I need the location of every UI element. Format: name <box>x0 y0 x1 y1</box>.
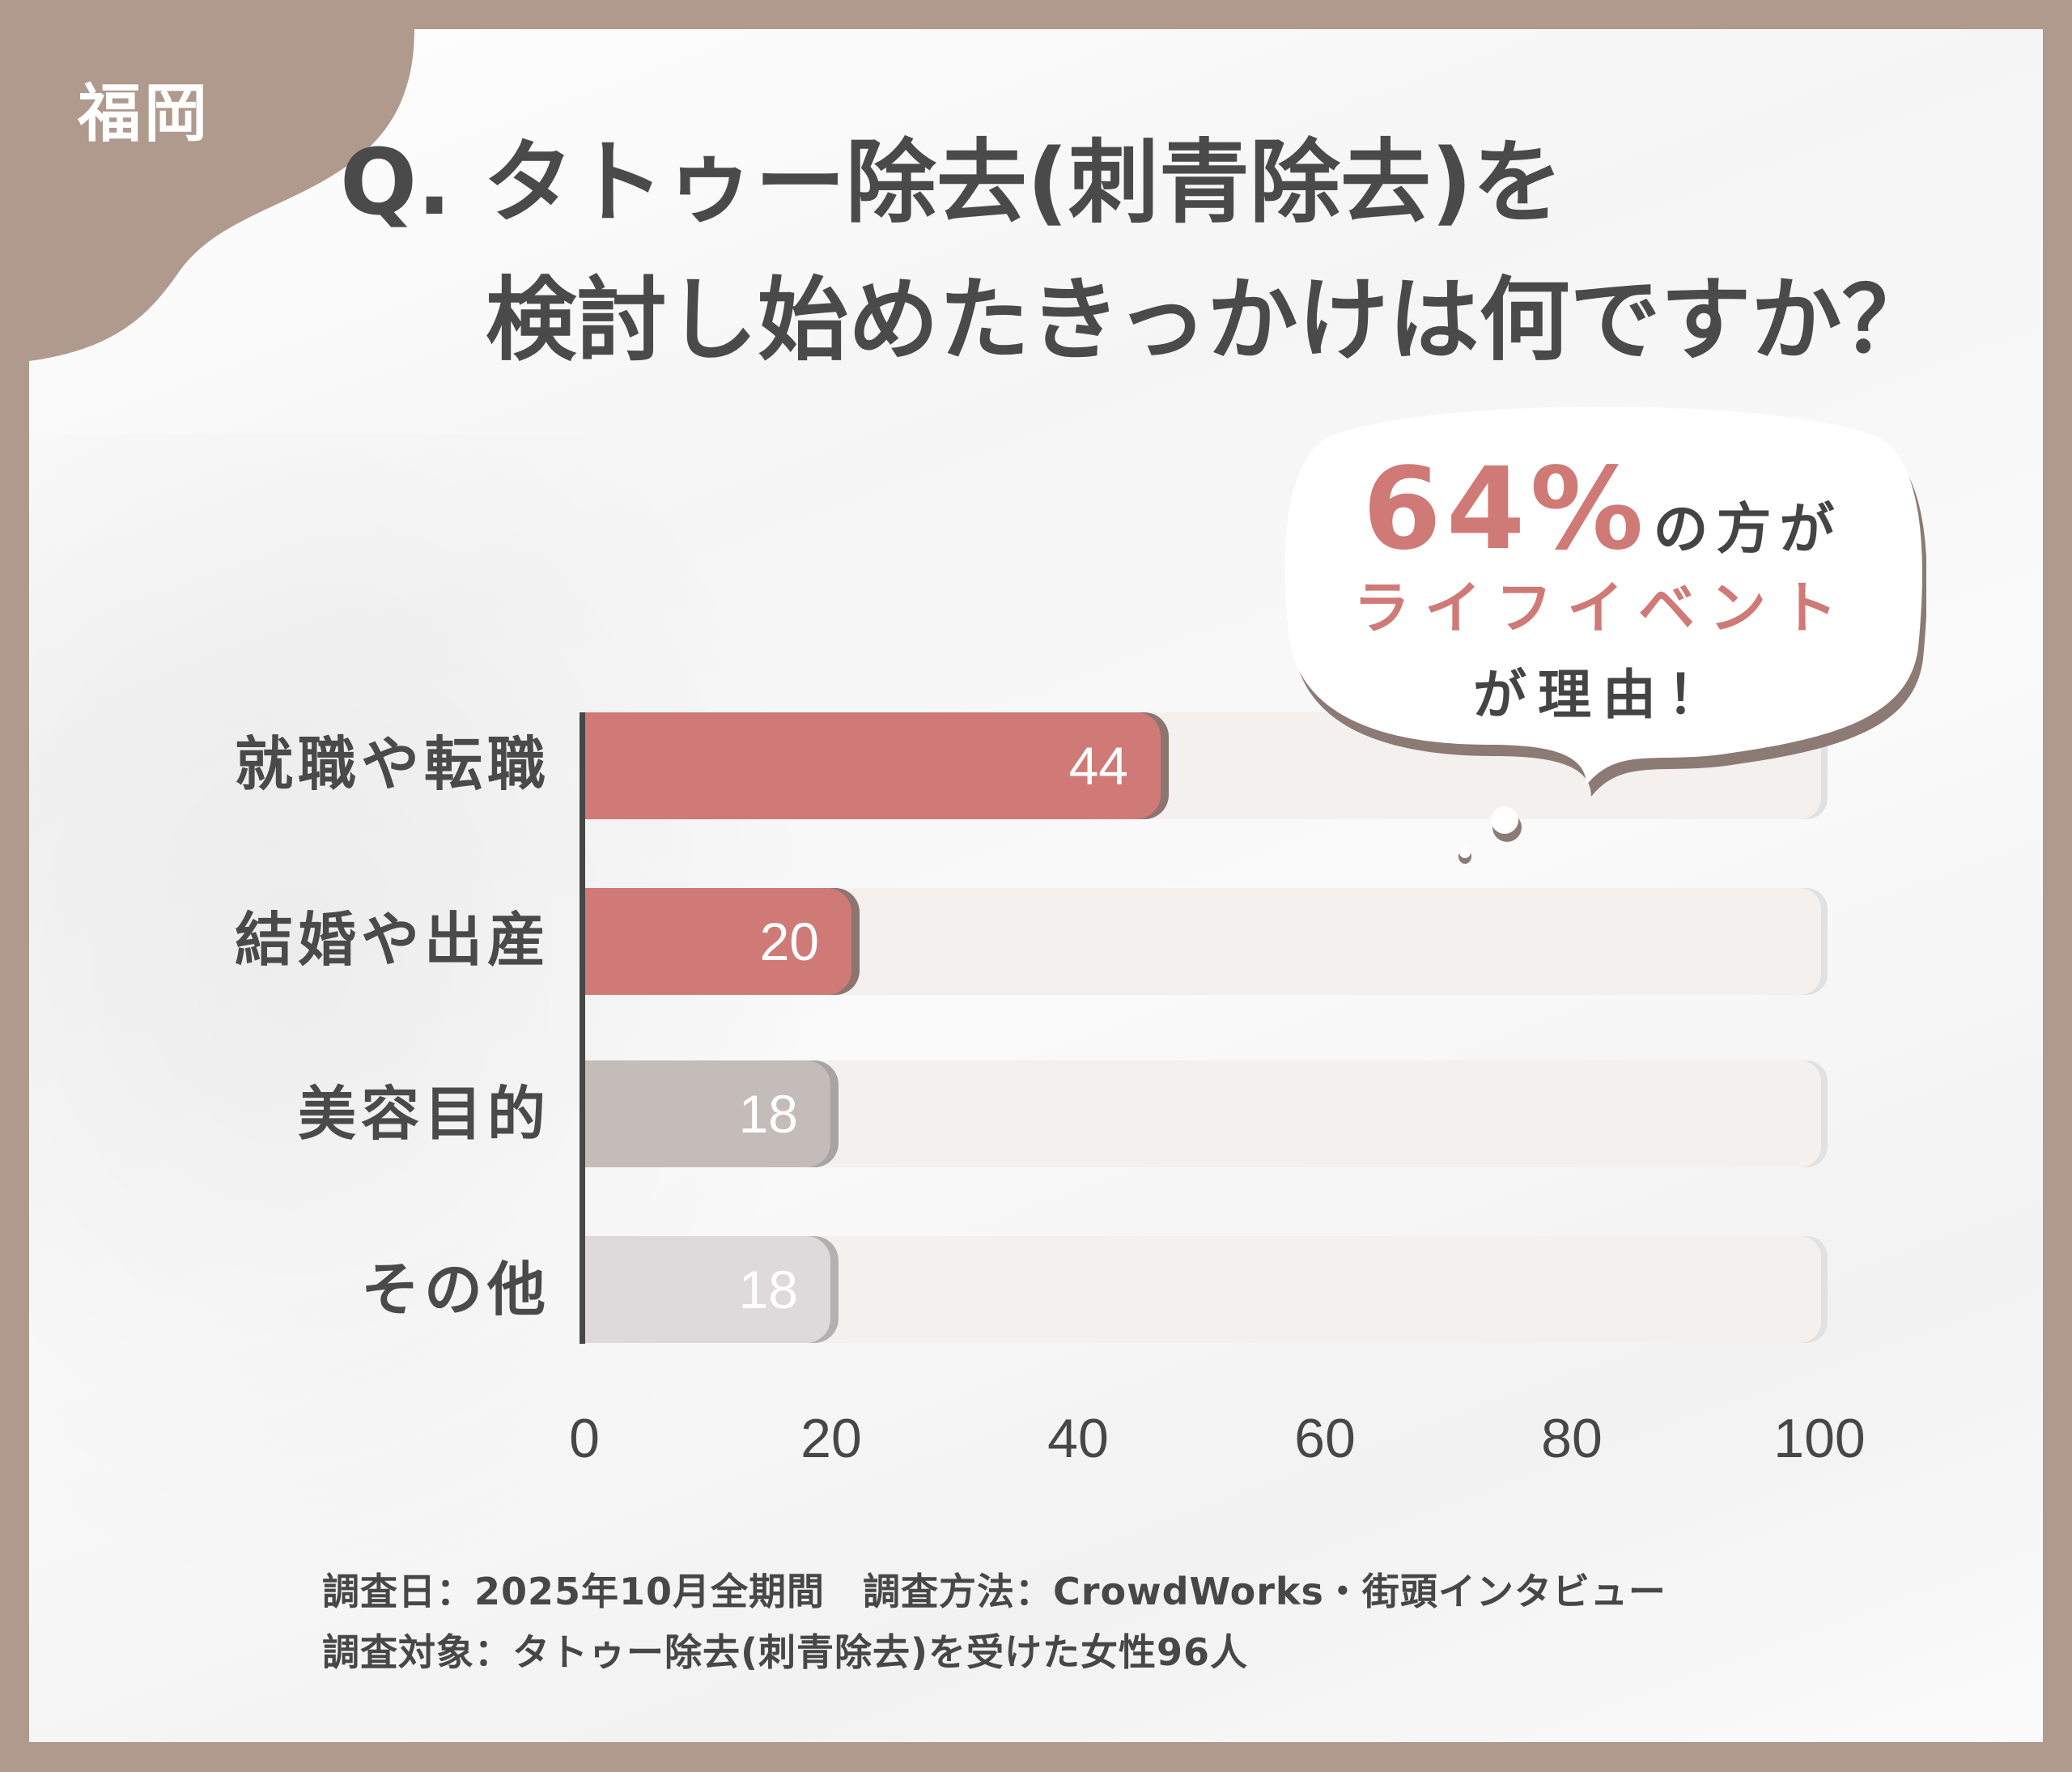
category-label: 就職や転職 <box>234 730 550 798</box>
x-tick: 0 <box>569 1408 600 1469</box>
speech-bubble-shape <box>1284 406 1926 864</box>
survey-footnote-line1: 調査日：2025年10月全期間 調査方法：CrowdWorks・街頭インタビュー <box>322 1570 1667 1613</box>
region-tag: 福岡 <box>78 78 211 151</box>
survey-footnote-line2: 調査対象：タトゥー除去(刺青除去)を受けた女性96人 <box>322 1630 1249 1674</box>
bar-value: 18 <box>738 1260 798 1319</box>
callout-percent: 64% <box>1362 444 1649 576</box>
bar-other: 18 <box>584 1236 830 1343</box>
category-label: 美容目的 <box>297 1080 550 1148</box>
callout-tail: が理由！ <box>1473 664 1732 726</box>
bar-employment: 44 <box>584 712 1161 819</box>
bar-value: 20 <box>759 911 819 971</box>
x-tick: 100 <box>1773 1408 1866 1469</box>
bar-marriage: 20 <box>584 888 851 995</box>
callout-line1: 64%の方が <box>1279 444 1926 576</box>
bar-beauty: 18 <box>584 1060 830 1167</box>
category-label: 結婚や出産 <box>234 906 550 974</box>
y-axis-line <box>580 712 585 1344</box>
callout-bubble: 64%の方が ライフイベント が理由！ <box>1279 405 1926 890</box>
callout-suffix: の方が <box>1653 498 1843 562</box>
x-tick: 20 <box>800 1408 862 1469</box>
corner-decoration <box>29 29 414 361</box>
page-title-line2: 検討し始めたきっかけは何ですか？ <box>486 268 1933 373</box>
category-label: その他 <box>360 1256 550 1324</box>
x-tick: 40 <box>1047 1408 1109 1469</box>
x-tick: 60 <box>1294 1408 1356 1469</box>
x-tick: 80 <box>1541 1408 1603 1469</box>
page-title-line1: Q. タトゥー除去(刺青除去)を <box>340 130 1564 236</box>
bar-value: 18 <box>738 1084 798 1144</box>
callout-highlight: ライフイベント <box>1353 575 1852 641</box>
bar-value: 44 <box>1068 736 1128 796</box>
